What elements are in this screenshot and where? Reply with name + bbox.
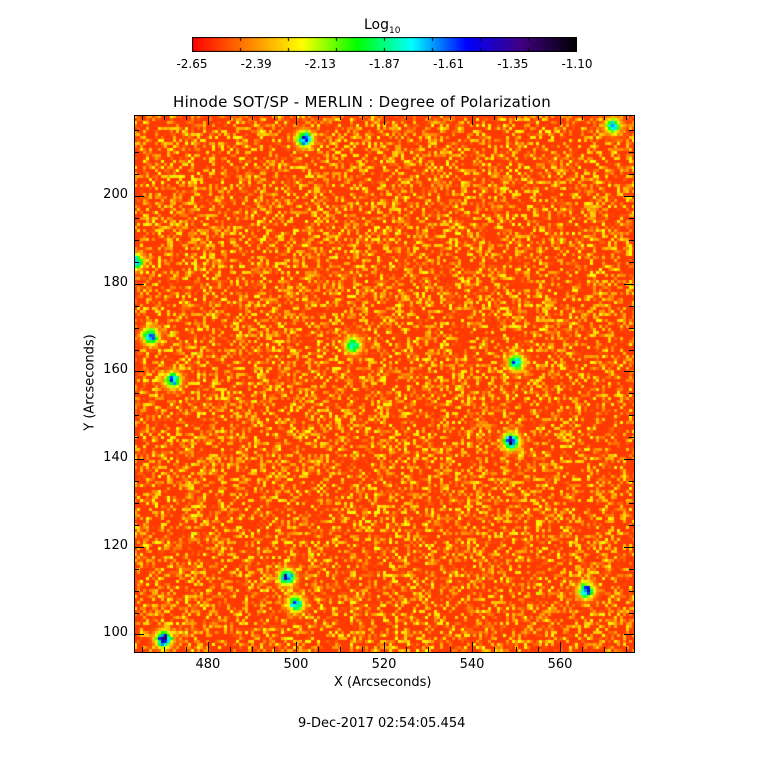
colorbar-tick-label: -2.39 bbox=[240, 57, 272, 71]
x-tick-label: 540 bbox=[459, 657, 485, 672]
colorbar-tick-label: -2.13 bbox=[304, 57, 336, 71]
x-tick-label: 520 bbox=[371, 657, 397, 672]
chart-title: Hinode SOT/SP - MERLIN : Degree of Polar… bbox=[173, 93, 552, 111]
timestamp: 9-Dec-2017 02:54:05.454 bbox=[298, 716, 466, 731]
colorbar-tick-label: -2.65 bbox=[176, 57, 208, 71]
colorbar-tick-label: -1.10 bbox=[561, 57, 593, 71]
x-axis-label: X (Arcseconds) bbox=[334, 675, 432, 690]
colorbar-tick-label: -1.87 bbox=[368, 57, 401, 71]
colorbar-tick-label: -1.35 bbox=[497, 57, 529, 71]
colorbar-tick-label: -1.61 bbox=[433, 57, 465, 71]
colorbar-label-main: Log bbox=[364, 17, 390, 33]
y-tick-label: 120 bbox=[103, 537, 128, 553]
colorbar-label-sub: 10 bbox=[389, 25, 401, 36]
x-tick-label: 560 bbox=[547, 657, 573, 672]
y-tick-label: 180 bbox=[103, 274, 128, 290]
x-tick-label: 480 bbox=[195, 657, 221, 672]
y-axis-label: Y (Arcseconds) bbox=[82, 334, 98, 431]
colorbar-label: Log10 bbox=[364, 17, 400, 36]
y-tick-label: 100 bbox=[103, 625, 128, 641]
polarization-map bbox=[134, 115, 634, 652]
y-tick-label: 200 bbox=[103, 187, 128, 203]
x-tick-label: 500 bbox=[283, 657, 309, 672]
y-tick-label: 140 bbox=[103, 450, 128, 466]
y-tick-label: 160 bbox=[103, 362, 128, 378]
plot-frame bbox=[134, 115, 635, 653]
colorbar bbox=[192, 37, 577, 52]
